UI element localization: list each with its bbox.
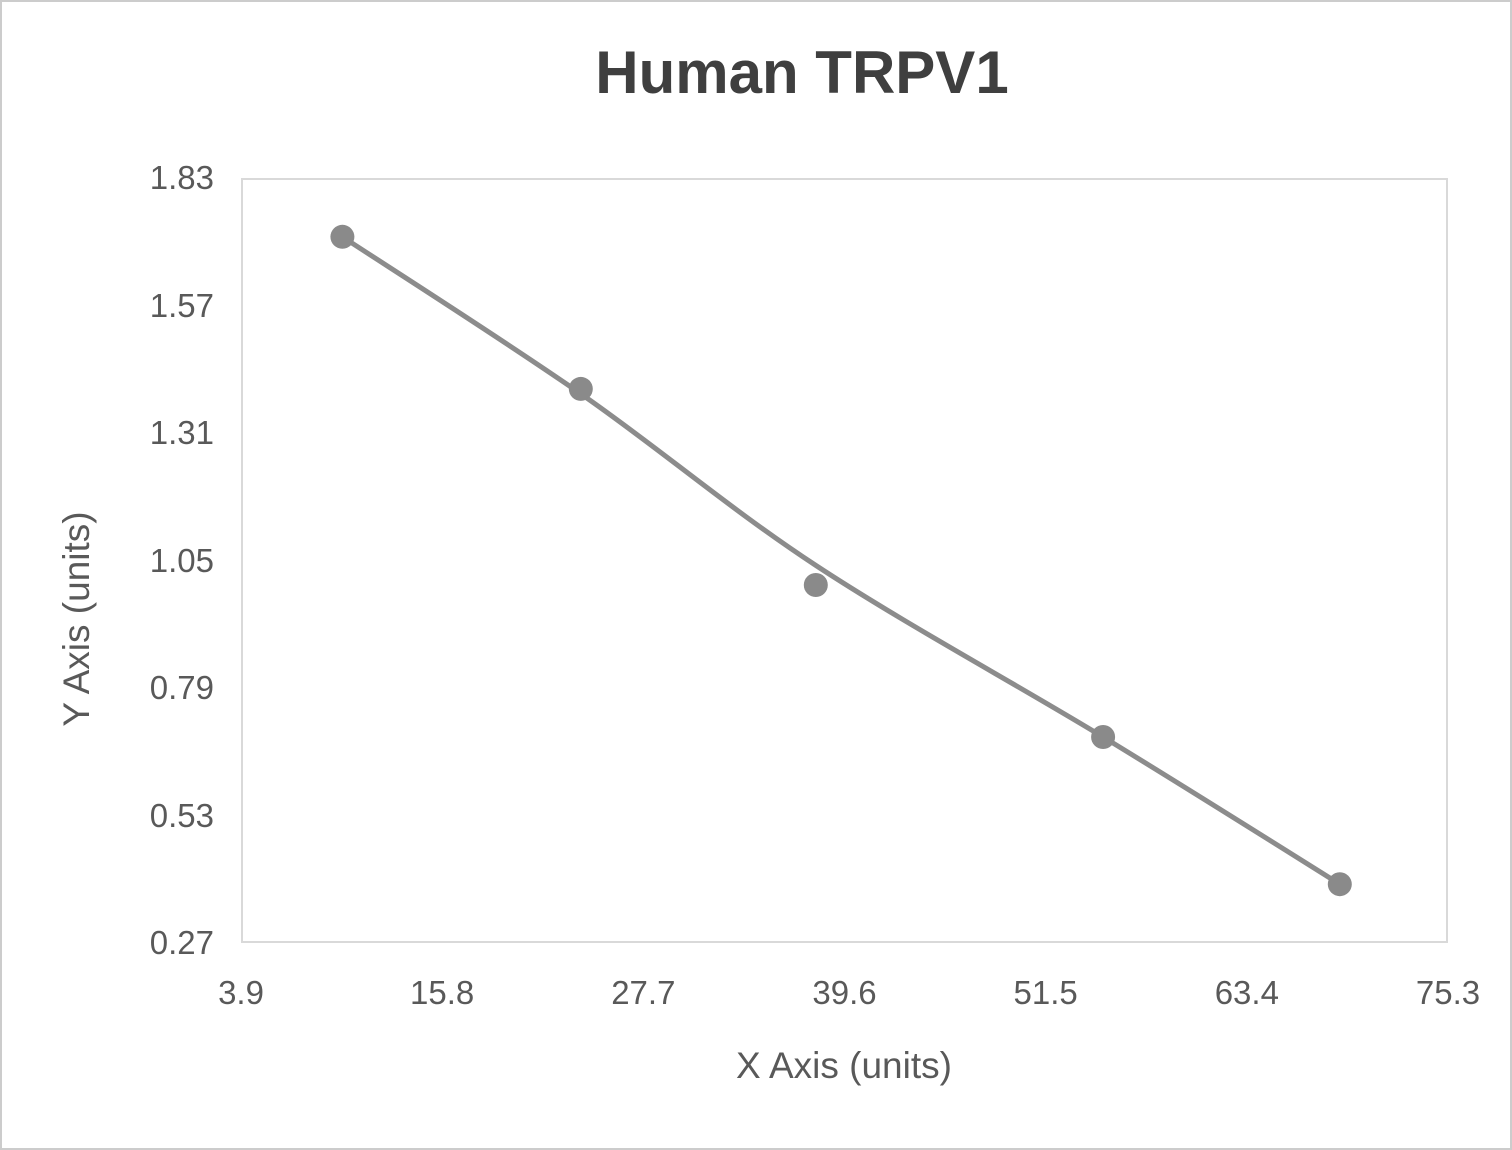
x-tick-label: 63.4 — [1214, 974, 1279, 1011]
y-tick-label: 0.53 — [149, 796, 214, 834]
data-point-marker — [803, 573, 828, 597]
y-tick-label: 1.31 — [149, 414, 214, 451]
y-tick-label: 0.27 — [149, 924, 214, 961]
y-tick-label: 0.79 — [149, 669, 214, 706]
plot-area — [241, 178, 1448, 943]
y-tick-label: 1.05 — [149, 541, 214, 579]
x-tick-label: 51.5 — [1013, 974, 1078, 1011]
x-axis-title: X Axis (units) — [736, 1045, 952, 1086]
trend-line — [339, 234, 1343, 887]
x-tick-label: 39.6 — [812, 974, 877, 1011]
data-point-marker — [568, 376, 593, 401]
x-tick-label: 75.3 — [1415, 974, 1481, 1011]
x-tick-label: 15.8 — [410, 974, 475, 1011]
y-tick-label: 1.83 — [149, 159, 214, 196]
data-point-marker — [1327, 872, 1352, 897]
data-point-marker — [1091, 725, 1116, 749]
plot-frame — [241, 178, 1448, 943]
x-tick-label: 3.9 — [218, 974, 264, 1011]
y-tick-label: 1.57 — [149, 286, 214, 324]
data-point-marker — [330, 224, 355, 249]
chart-title: Human TRPV1 — [595, 39, 1009, 106]
x-tick-label: 27.7 — [611, 974, 676, 1011]
scatter-plot — [241, 178, 1448, 943]
